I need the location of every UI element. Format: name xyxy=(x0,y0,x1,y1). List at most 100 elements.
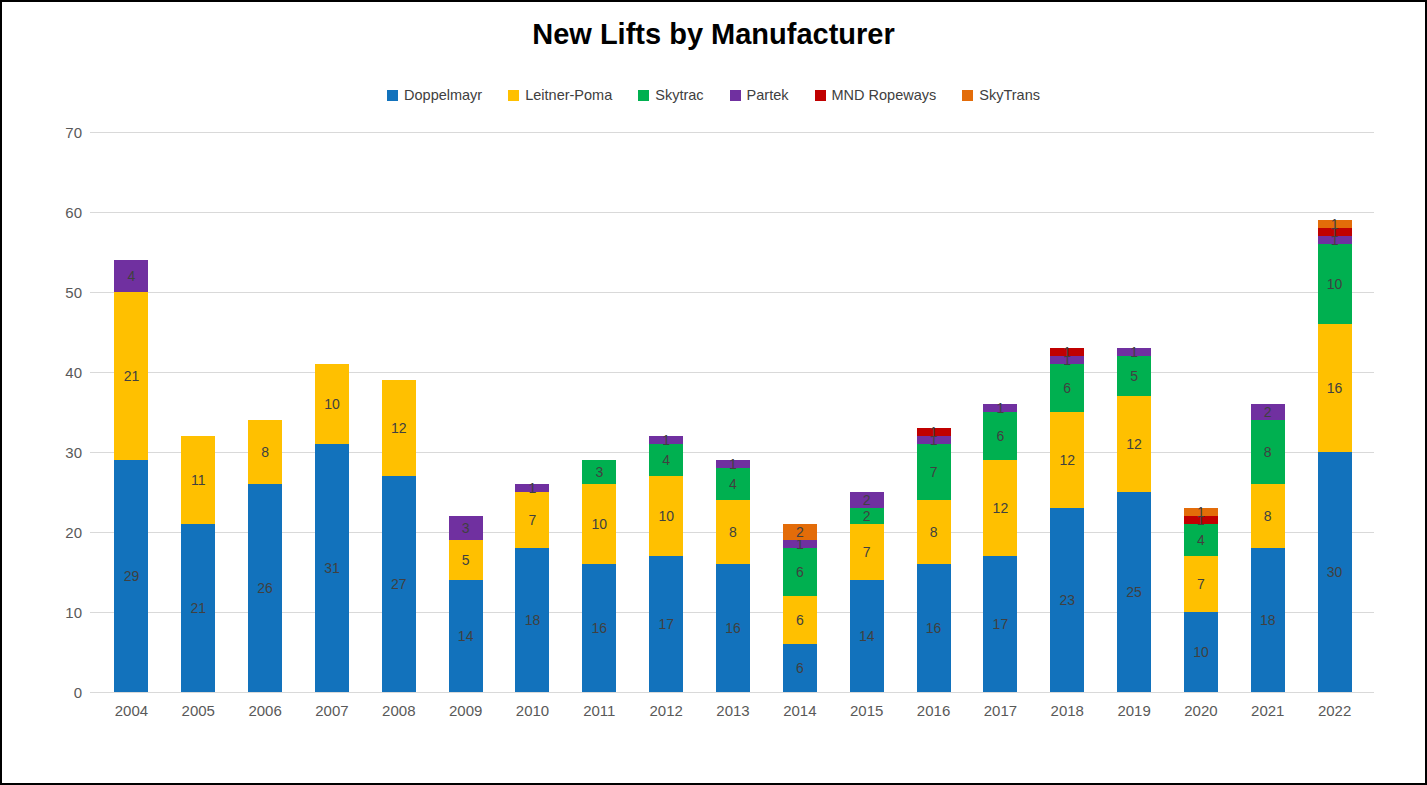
legend-swatch-icon xyxy=(508,90,519,101)
legend-swatch-icon xyxy=(638,90,649,101)
x-tick-label: 2022 xyxy=(1301,702,1368,719)
segment-mnd-ropeways: 1 xyxy=(1184,516,1218,524)
y-tick-label: 0 xyxy=(2,684,82,701)
x-tick-label: 2017 xyxy=(967,702,1034,719)
legend-label: SkyTrans xyxy=(979,87,1040,103)
segment-partek: 1 xyxy=(1117,348,1151,356)
segment-value-label: 29 xyxy=(114,569,148,583)
bar-slot-2013: 16 8 4 1 xyxy=(700,132,767,692)
segment-value-label: 4 xyxy=(1184,533,1218,547)
segment-doppelmayr: 21 xyxy=(181,524,215,692)
segment-value-label: 26 xyxy=(248,581,282,595)
segment-leitner-poma: 8 xyxy=(716,500,750,564)
bars-area: 2921421112683110271214531871161031710411… xyxy=(98,132,1368,692)
segment-skytrac: 3 xyxy=(582,460,616,484)
x-axis: 2004200520062007200820092010201120122013… xyxy=(98,702,1368,719)
segment-value-label: 12 xyxy=(382,421,416,435)
legend-item-partek: Partek xyxy=(730,87,789,103)
x-tick-label: 2007 xyxy=(299,702,366,719)
segment-value-label: 7 xyxy=(917,465,951,479)
legend-item-leitner-poma: Leitner-Poma xyxy=(508,87,612,103)
segment-value-label: 12 xyxy=(1050,453,1084,467)
segment-leitner-poma: 7 xyxy=(1184,556,1218,612)
segment-doppelmayr: 27 xyxy=(382,476,416,692)
segment-partek: 1 xyxy=(716,460,750,468)
segment-value-label: 10 xyxy=(582,517,616,531)
segment-mnd-ropeways: 1 xyxy=(1318,228,1352,236)
segment-doppelmayr: 29 xyxy=(114,460,148,692)
x-tick-label: 2004 xyxy=(98,702,165,719)
segment-skytrans: 2 xyxy=(783,524,817,540)
segment-leitner-poma: 8 xyxy=(248,420,282,484)
x-tick-label: 2019 xyxy=(1101,702,1168,719)
segment-leitner-poma: 8 xyxy=(917,500,951,564)
y-tick-label: 70 xyxy=(2,124,82,141)
segment-doppelmayr: 17 xyxy=(983,556,1017,692)
segment-doppelmayr: 31 xyxy=(315,444,349,692)
bar-slot-2011: 16 10 3 xyxy=(566,132,633,692)
segment-value-label: 4 xyxy=(716,477,750,491)
bar-2011: 16 10 3 xyxy=(582,132,616,692)
x-tick-label: 2012 xyxy=(633,702,700,719)
y-tick-label: 30 xyxy=(2,444,82,461)
segment-value-label: 18 xyxy=(1251,613,1285,627)
legend-label: Doppelmayr xyxy=(404,87,482,103)
bar-slot-2006: 26 8 xyxy=(232,132,299,692)
segment-leitner-poma: 12 xyxy=(983,460,1017,556)
segment-leitner-poma: 12 xyxy=(382,380,416,476)
segment-value-label: 21 xyxy=(114,369,148,383)
segment-value-label: 7 xyxy=(850,545,884,559)
segment-skytrans: 1 xyxy=(1184,508,1218,516)
segment-leitner-poma: 8 xyxy=(1251,484,1285,548)
bar-slot-2019: 251251 xyxy=(1101,132,1168,692)
bar-slot-2020: 107411 xyxy=(1168,132,1235,692)
segment-value-label: 2 xyxy=(783,525,817,539)
legend-label: MND Ropeways xyxy=(832,87,937,103)
segment-value-label: 6 xyxy=(783,661,817,675)
legend-item-mnd-ropeways: MND Ropeways xyxy=(815,87,937,103)
segment-value-label: 8 xyxy=(248,445,282,459)
segment-value-label: 11 xyxy=(181,473,215,487)
segment-value-label: 7 xyxy=(1184,577,1218,591)
bar-2007: 31 10 xyxy=(315,132,349,692)
segment-value-label: 14 xyxy=(850,629,884,643)
segment-value-label: 16 xyxy=(917,621,951,635)
x-tick-label: 2008 xyxy=(365,702,432,719)
segment-mnd-ropeways: 1 xyxy=(917,428,951,436)
segment-value-label: 25 xyxy=(1117,585,1151,599)
segment-doppelmayr: 16 xyxy=(582,564,616,692)
segment-value-label: 2 xyxy=(1251,405,1285,419)
segment-value-label: 10 xyxy=(649,509,683,523)
x-tick-label: 2009 xyxy=(432,702,499,719)
segment-value-label: 3 xyxy=(582,465,616,479)
bar-slot-2004: 29214 xyxy=(98,132,165,692)
segment-partek: 1 xyxy=(783,540,817,548)
bar-2014: 66612 xyxy=(783,132,817,692)
segment-value-label: 30 xyxy=(1318,565,1352,579)
segment-doppelmayr: 17 xyxy=(649,556,683,692)
bar-slot-2021: 18882 xyxy=(1234,132,1301,692)
x-tick-label: 2015 xyxy=(833,702,900,719)
legend-swatch-icon xyxy=(962,90,973,101)
bar-slot-2007: 31 10 xyxy=(299,132,366,692)
gridline xyxy=(90,692,1374,693)
chart-title: New Lifts by Manufacturer xyxy=(2,18,1425,51)
segment-value-label: 8 xyxy=(1251,509,1285,523)
segment-value-label: 31 xyxy=(315,561,349,575)
segment-doppelmayr: 14 xyxy=(449,580,483,692)
segment-skytrac: 8 xyxy=(1251,420,1285,484)
segment-doppelmayr: 30 xyxy=(1318,452,1352,692)
bar-2018: 2312611 xyxy=(1050,132,1084,692)
segment-leitner-poma: 10 xyxy=(315,364,349,444)
segment-doppelmayr: 26 xyxy=(248,484,282,692)
segment-value-label: 14 xyxy=(449,629,483,643)
segment-partek: 1 xyxy=(1318,236,1352,244)
segment-leitner-poma: 21 xyxy=(114,292,148,460)
segment-value-label: 2 xyxy=(850,493,884,507)
segment-value-label: 23 xyxy=(1050,593,1084,607)
segment-leitner-poma: 10 xyxy=(582,484,616,564)
segment-value-label: 16 xyxy=(716,621,750,635)
segment-value-label: 8 xyxy=(716,525,750,539)
bar-slot-2018: 2312611 xyxy=(1034,132,1101,692)
x-tick-label: 2005 xyxy=(165,702,232,719)
